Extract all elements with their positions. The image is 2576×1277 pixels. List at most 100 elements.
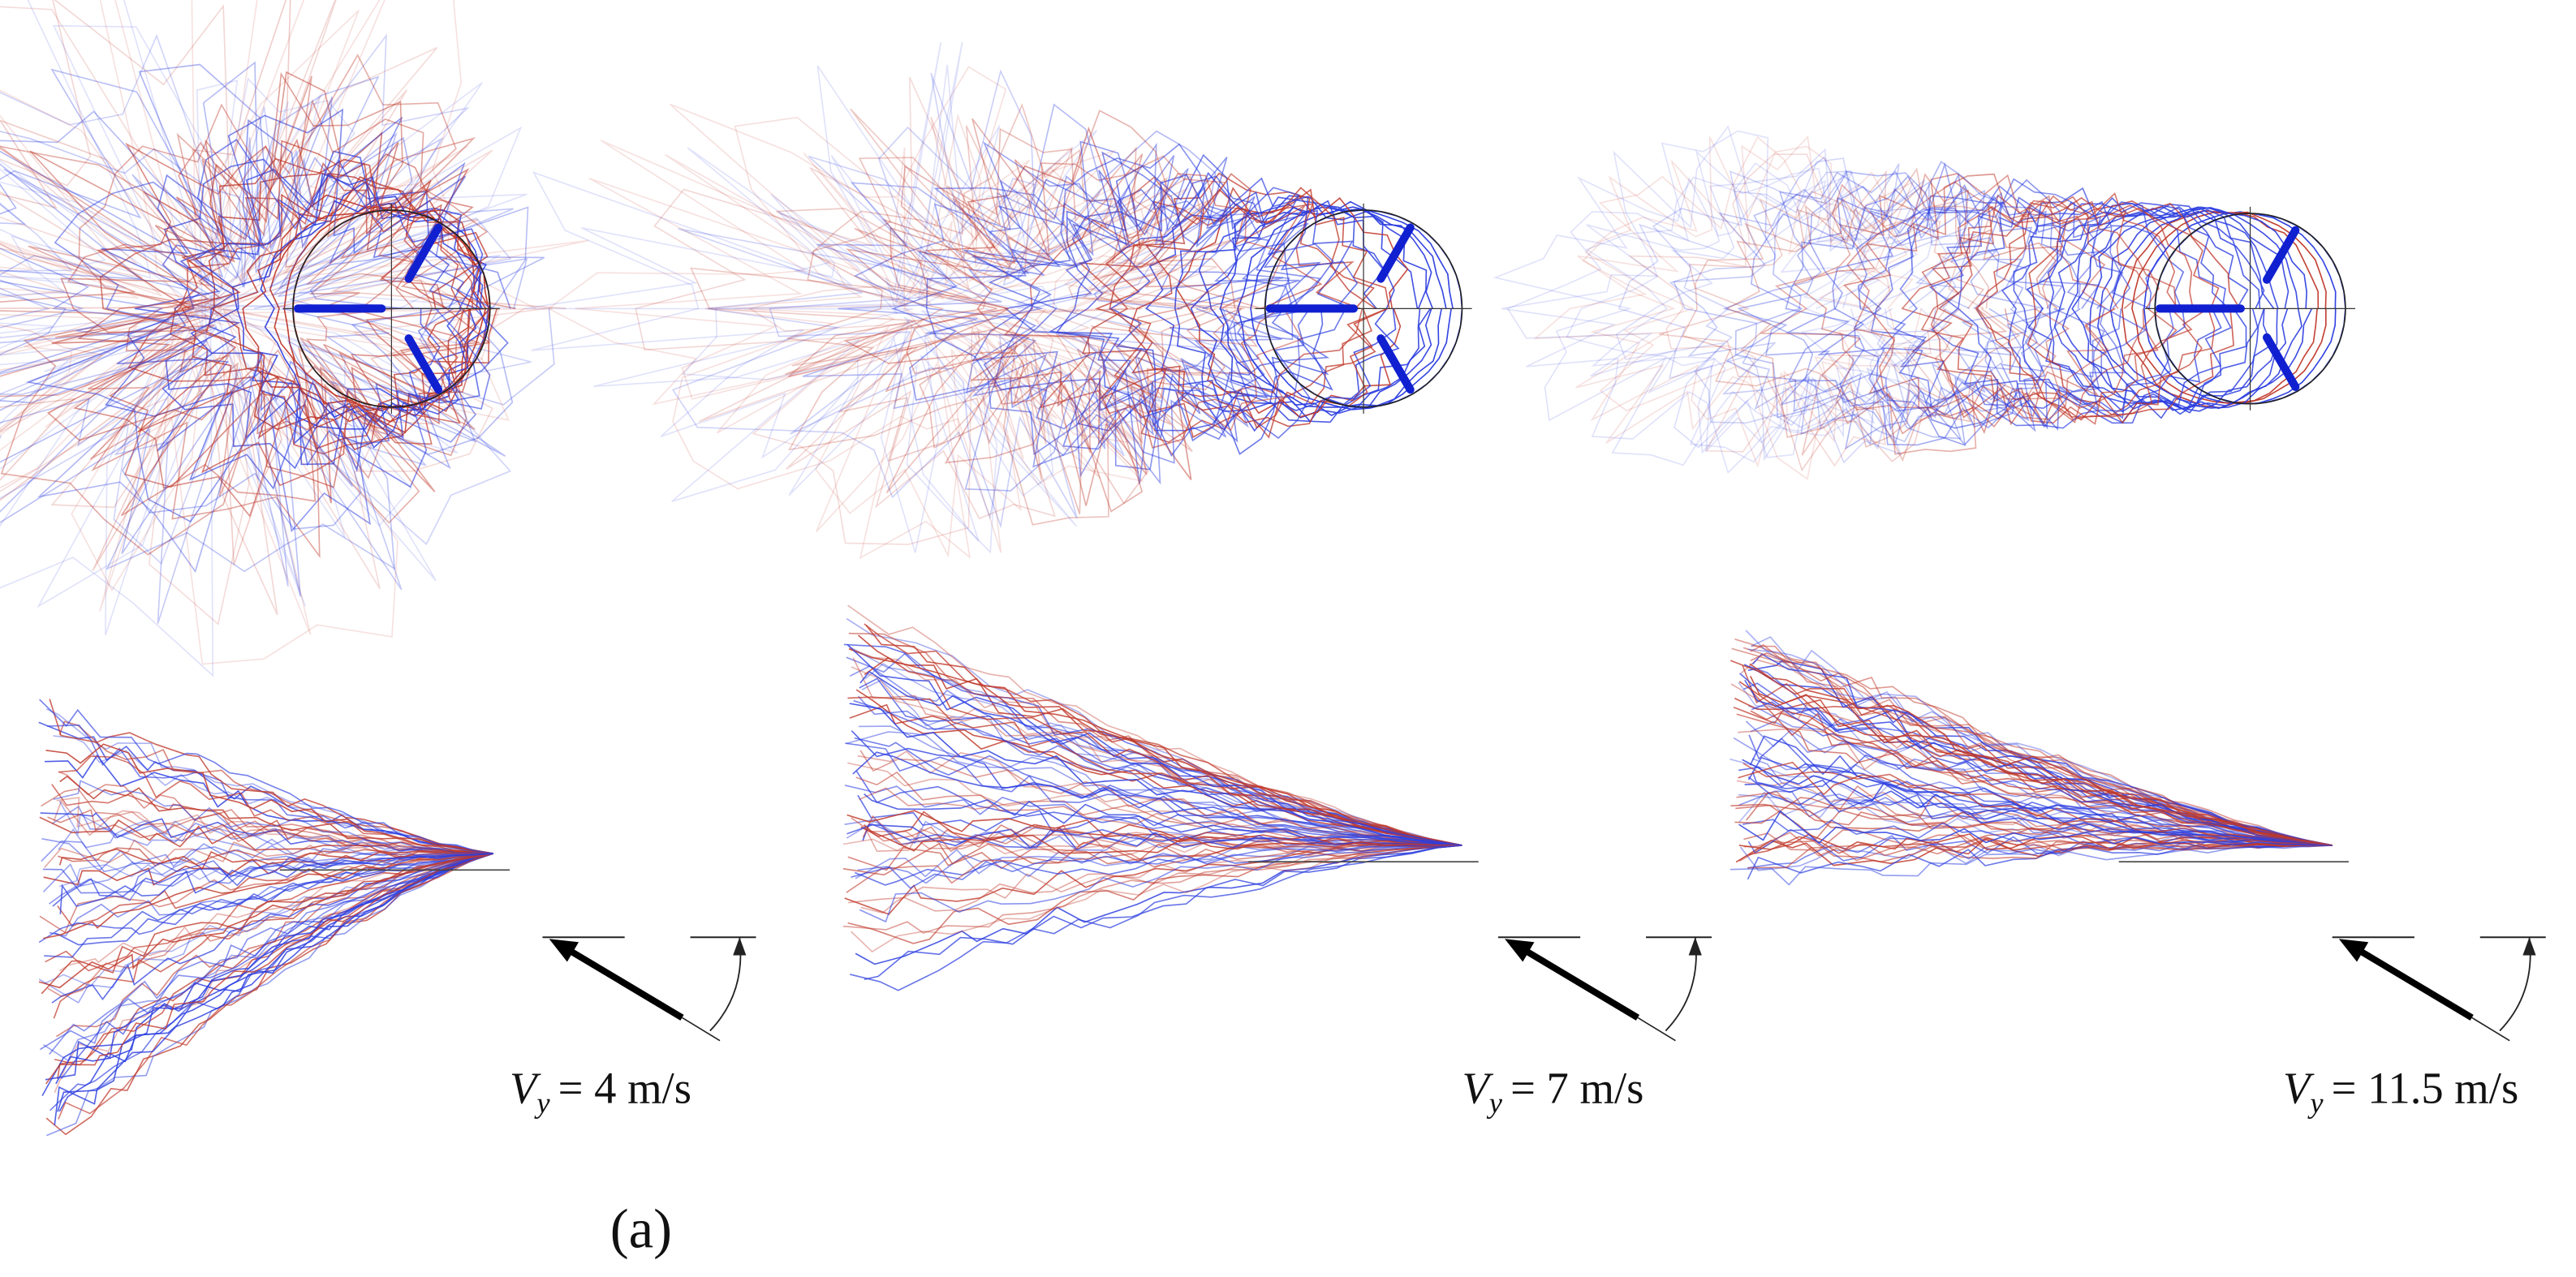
wake-line [1928,196,2174,429]
wake-line [788,127,1259,514]
blade [2263,333,2300,391]
wake-line [29,71,447,517]
wake-line [2053,206,2265,415]
wake-line [1190,195,1421,423]
wake-line [853,699,1462,846]
wake-plots [0,0,2546,1137]
wake-line [1725,186,2008,462]
wake-line [1846,173,2115,435]
variable: V [510,1064,541,1113]
wake-line [58,853,494,1120]
inflow-arrow [570,948,684,1021]
wake-line [1736,713,2333,846]
wake-line [664,152,1165,533]
wake-line [57,847,493,866]
wake-line [59,775,493,854]
subscript: y [1486,1087,1503,1120]
subscript: y [2307,1087,2324,1120]
speed-label: Vy = 4 m/s [510,1064,691,1120]
wake-line [844,845,1462,915]
wake-line [1533,136,1923,444]
wake-line [1759,173,2057,455]
wake-line [1722,170,2044,445]
wake-line [885,155,1254,513]
wake-line [851,845,1462,889]
wake-line [1585,162,1954,463]
wake-line [0,131,555,624]
wake-line [56,797,493,854]
wake-line [846,731,1462,846]
wake-line [847,844,1462,871]
wake-line [0,0,566,571]
wake-line [1004,175,1330,442]
wake-line [1506,130,1880,453]
inflow-arrow [2360,948,2474,1021]
inflow-diagram [2332,936,2546,1042]
wake-line [39,699,493,854]
wake-line [2071,206,2279,412]
wake-line [1743,832,2333,862]
wake-line [1078,200,1363,443]
wake-line [672,114,1180,553]
wake-line [671,72,1167,520]
wake-line [38,853,493,944]
wake-line [971,143,1322,471]
arc-head [1688,937,1702,956]
wake-line [46,71,480,441]
wake-line [1750,652,2333,846]
wake-line [0,80,501,636]
wake-line [1893,185,2151,428]
wake-line [1744,779,2333,846]
arrow-head [549,939,579,962]
wake-line [1618,157,1959,464]
wake-line [785,157,1217,526]
wake-line [2089,207,2290,411]
wake-line [105,139,509,490]
wake-line [681,64,1165,554]
wake-line [1738,681,2333,846]
wake-line [0,75,528,573]
wake-line [101,108,493,488]
wake-line [891,140,1294,478]
wake-line [40,812,493,854]
wake-line [1175,195,1409,418]
wake-line [2109,207,2313,409]
wake-line [1627,153,1962,467]
wake-line [547,140,1142,558]
wake-line [58,720,493,854]
wake-line [0,10,554,612]
wake-line [858,634,1462,846]
wake-line [43,853,493,939]
wake-line [1673,156,2004,443]
wake-line [1742,763,2333,846]
wake-line [0,61,545,530]
wake-line [864,824,1462,854]
wake-line [845,110,1263,464]
wake-line [635,116,1217,520]
wake-line [1785,173,2064,429]
wake-line [2013,202,2232,424]
wake-line [859,670,1462,846]
wake-line [849,647,1462,846]
wake-line [859,787,1462,846]
wake-line [2131,211,2327,405]
wake-line [523,41,1111,553]
wake-line [1730,845,2333,886]
figure-caption: (a) [610,1198,672,1260]
speed-label: Vy = 11.5 m/s [2283,1064,2518,1120]
wake-line [99,131,474,487]
wake-line [47,724,493,854]
wake-line [1975,197,2220,424]
wake-line [1738,810,2333,846]
blade [1376,223,1415,283]
wake-line [531,41,1152,542]
wake-line [864,623,1462,846]
wake-line [1733,737,2333,846]
wake-line [39,816,493,854]
wake-line [1854,196,2107,428]
angle-line [1637,1017,1676,1042]
wake-line [1584,135,1895,480]
wake-line [134,150,484,466]
wake-line [1659,170,1984,472]
